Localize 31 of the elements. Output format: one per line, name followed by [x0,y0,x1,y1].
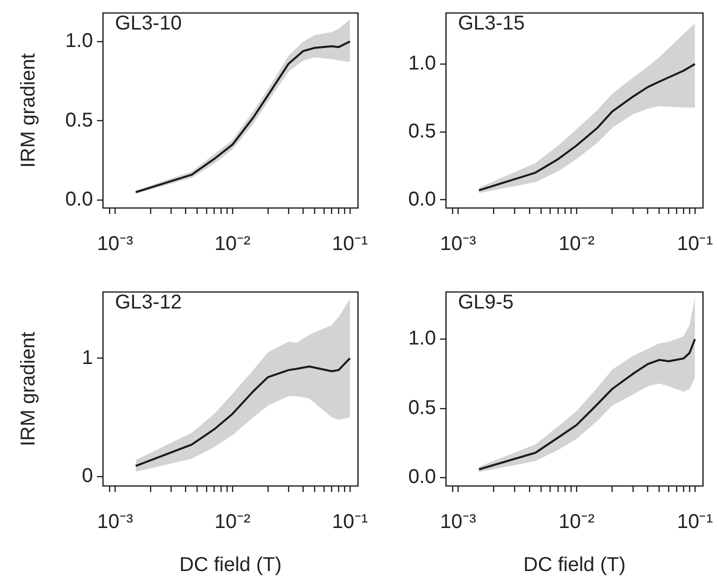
x-tick-label: 10⁻³ [97,233,134,255]
y-tick-label: 0 [82,465,93,488]
y-axis-title: IRM gradient [18,52,40,168]
y-axis-title: IRM gradient [18,331,40,446]
x-axis-title: DC field (T) [523,554,626,576]
x-tick-label: 10⁻¹ [332,233,368,255]
x-tick-label: 10⁻² [214,511,251,533]
x-tick-label: 10⁻² [558,511,595,533]
x-tick-label: 10⁻³ [97,511,134,533]
x-tick-label: 10⁻³ [440,511,476,533]
x-tick-label: 10⁻³ [440,233,476,255]
y-tick-label: 0.5 [408,396,436,419]
x-axis-title: DC field (T) [179,554,282,576]
y-tick-label: 0.0 [408,188,436,210]
y-tick-label: 1 [82,346,93,369]
y-tick-label: 0.5 [408,120,436,142]
y-tick-label: 0.0 [408,466,436,488]
y-tick-label: 1.0 [408,328,436,350]
chart-title: GL3-12 [115,292,182,314]
y-tick-label: 1.0 [65,30,93,52]
y-tick-label: 0.5 [65,109,93,132]
chart-title: GL3-10 [115,12,182,35]
x-tick-label: 10⁻¹ [676,233,714,255]
x-tick-label: 10⁻¹ [332,511,368,533]
y-tick-label: 0.0 [65,188,93,211]
x-tick-label: 10⁻² [214,233,251,255]
chart-title: GL3-15 [458,12,525,35]
chart-title: GL9-5 [458,292,514,314]
y-tick-label: 1.0 [408,52,436,74]
x-tick-label: 10⁻² [558,233,595,255]
x-tick-label: 10⁻¹ [676,511,714,533]
